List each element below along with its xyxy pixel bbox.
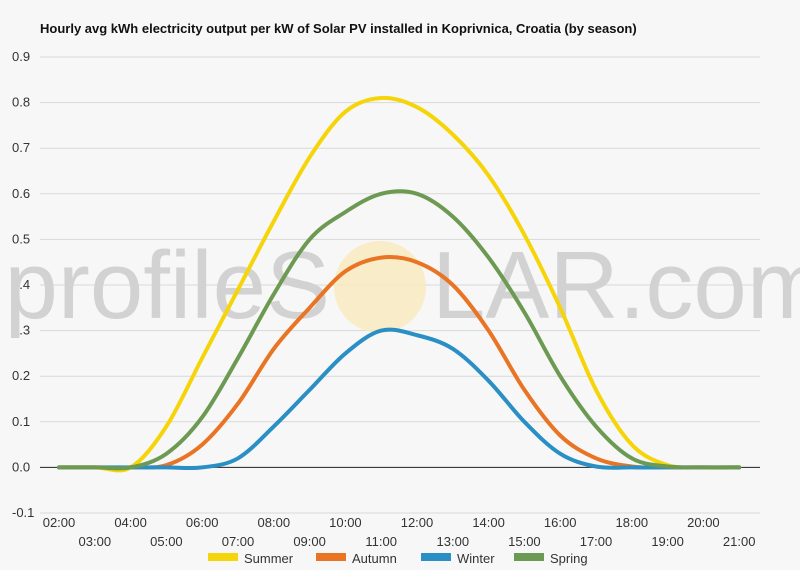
- legend-label: Autumn: [352, 551, 397, 566]
- x-tick-label: 08:00: [258, 515, 291, 530]
- y-tick-label: 0.9: [12, 49, 30, 64]
- x-tick-label: 15:00: [508, 534, 541, 549]
- series-line-winter: [57, 327, 742, 471]
- x-tick-label: 11:00: [365, 534, 397, 549]
- x-tick-label: 05:00: [150, 534, 183, 549]
- y-tick-label: -0.1: [12, 505, 34, 520]
- x-tick-label: 10:00: [329, 515, 362, 530]
- series-line-spring: [57, 189, 742, 471]
- x-tick-label: 06:00: [186, 515, 219, 530]
- x-tick-label: 14:00: [472, 515, 505, 530]
- series-line-summer: [57, 95, 742, 473]
- x-tick-label: 12:00: [401, 515, 434, 530]
- x-tick-label: 17:00: [580, 534, 613, 549]
- watermark: profileS LAR.com: [5, 232, 800, 339]
- y-tick-label: 0.2: [12, 368, 30, 383]
- x-tick-label: 18:00: [616, 515, 649, 530]
- legend-item-autumn: Autumn: [316, 551, 397, 566]
- y-tick-label: 0.1: [12, 414, 30, 429]
- x-tick-label: 07:00: [222, 534, 255, 549]
- y-axis: -0.1 0.0 0.1 0.2 0.3 0.4 0.5 0.6 0.7 0.8 0.9: [12, 49, 34, 520]
- watermark-text-right: LAR.com: [432, 232, 800, 339]
- x-axis: 02:0003:0004:0005:0006:0007:0008:0009:00…: [43, 515, 756, 549]
- x-tick-label: 13:00: [437, 534, 470, 549]
- y-tick-label: 0.5: [12, 231, 30, 246]
- series-group: [57, 95, 742, 473]
- legend-swatch: [208, 553, 238, 561]
- y-tick-label: 0.6: [12, 186, 30, 201]
- legend: Summer Autumn Winter Spring: [208, 551, 588, 566]
- legend-item-summer: Summer: [208, 551, 294, 566]
- x-tick-label: 04:00: [114, 515, 147, 530]
- x-tick-label: 03:00: [79, 534, 112, 549]
- x-tick-label: 16:00: [544, 515, 577, 530]
- watermark-text-left: profileS: [5, 232, 331, 339]
- y-tick-label: 0.0: [12, 459, 30, 474]
- legend-label: Winter: [457, 551, 495, 566]
- legend-item-winter: Winter: [421, 551, 495, 566]
- x-tick-label: 21:00: [723, 534, 756, 549]
- legend-swatch: [316, 553, 346, 561]
- legend-label: Spring: [550, 551, 588, 566]
- x-tick-label: 19:00: [651, 534, 684, 549]
- legend-swatch: [514, 553, 544, 561]
- x-tick-label: 09:00: [293, 534, 326, 549]
- legend-swatch: [421, 553, 451, 561]
- watermark-sun-icon: [334, 241, 426, 333]
- y-tick-label: 0.4: [12, 277, 30, 292]
- x-tick-label: 02:00: [43, 515, 76, 530]
- y-tick-label: 0.7: [12, 140, 30, 155]
- x-tick-label: 20:00: [687, 515, 720, 530]
- legend-label: Summer: [244, 551, 294, 566]
- y-tick-label: 0.3: [12, 323, 30, 338]
- chart-title: Hourly avg kWh electricity output per kW…: [40, 21, 637, 36]
- y-tick-label: 0.8: [12, 95, 30, 110]
- legend-item-spring: Spring: [514, 551, 588, 566]
